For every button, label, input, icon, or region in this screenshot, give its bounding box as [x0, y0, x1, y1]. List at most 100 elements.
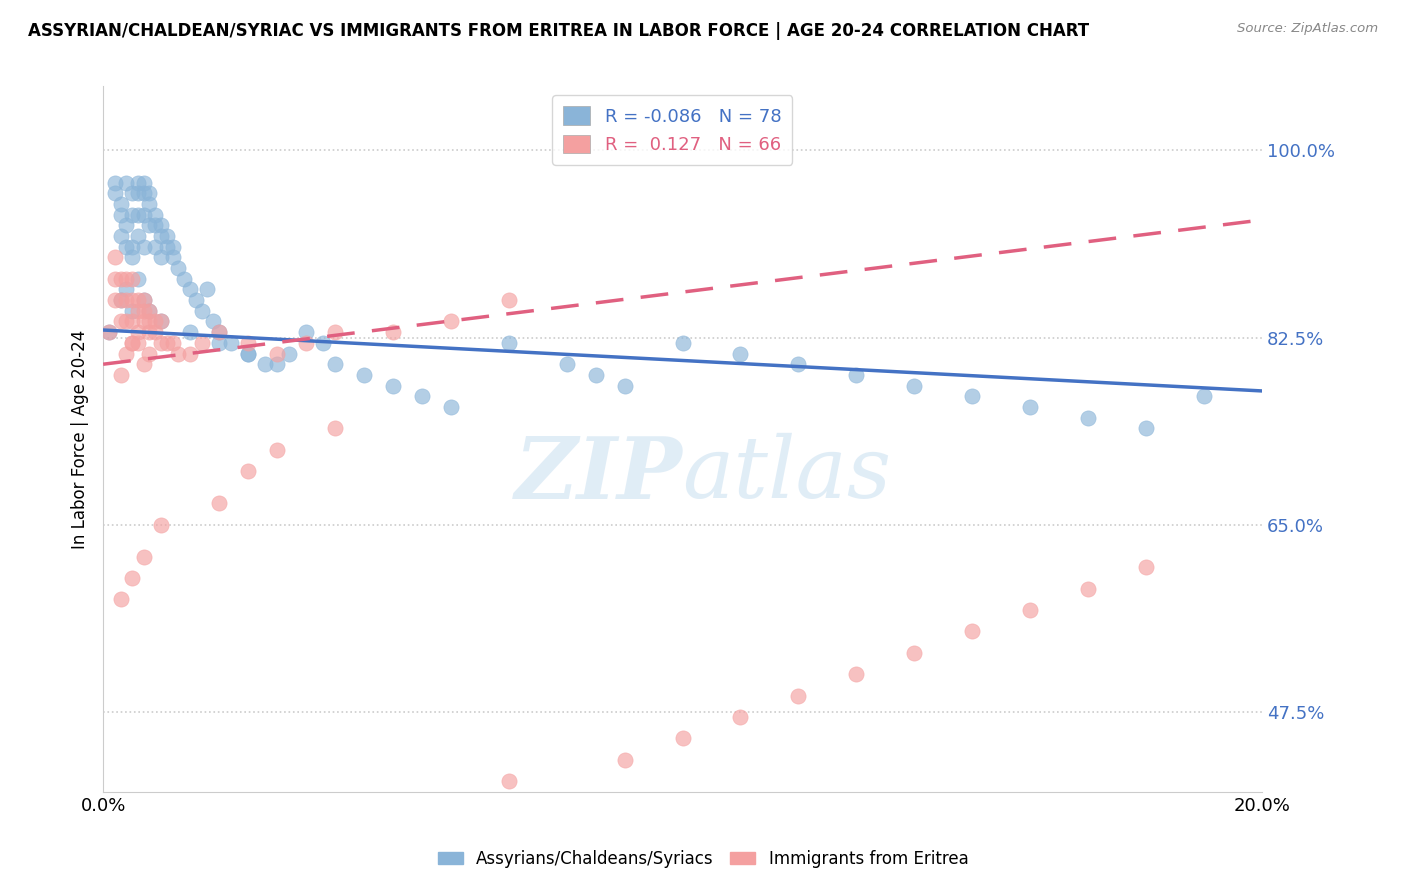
Point — [208, 325, 231, 339]
Text: Source: ZipAtlas.com: Source: ZipAtlas.com — [1237, 22, 1378, 36]
Point — [127, 186, 149, 201]
Point — [104, 186, 127, 201]
Point — [121, 271, 143, 285]
Point — [121, 335, 143, 350]
Point — [498, 293, 520, 307]
Point — [179, 346, 201, 360]
Point — [138, 325, 160, 339]
Point — [110, 293, 132, 307]
Point — [115, 293, 138, 307]
Point — [150, 335, 173, 350]
Point — [127, 325, 149, 339]
Point — [104, 251, 127, 265]
Point — [115, 219, 138, 233]
Point — [138, 303, 160, 318]
Point — [121, 186, 143, 201]
Point — [903, 646, 925, 660]
Point — [115, 176, 138, 190]
Point — [1192, 389, 1215, 403]
Point — [143, 240, 166, 254]
Point — [156, 335, 179, 350]
Point — [104, 271, 127, 285]
Legend: R = -0.086   N = 78, R =  0.127   N = 66: R = -0.086 N = 78, R = 0.127 N = 66 — [553, 95, 793, 165]
Point — [730, 346, 752, 360]
Point — [555, 357, 578, 371]
Point — [132, 357, 155, 371]
Point — [323, 325, 346, 339]
Y-axis label: In Labor Force | Age 20-24: In Labor Force | Age 20-24 — [72, 329, 89, 549]
Point — [312, 335, 335, 350]
Point — [110, 314, 132, 328]
Point — [162, 335, 184, 350]
Point — [323, 421, 346, 435]
Point — [138, 186, 160, 201]
Point — [468, 796, 491, 810]
Point — [498, 774, 520, 789]
Point — [132, 176, 155, 190]
Point — [132, 293, 155, 307]
Point — [960, 624, 983, 639]
Point — [381, 325, 404, 339]
Point — [121, 293, 143, 307]
Point — [121, 240, 143, 254]
Point — [236, 464, 259, 478]
Point — [266, 442, 288, 457]
Point — [1077, 582, 1099, 596]
Point — [266, 357, 288, 371]
Point — [132, 303, 155, 318]
Point — [236, 335, 259, 350]
Point — [179, 282, 201, 296]
Point — [730, 710, 752, 724]
Point — [138, 303, 160, 318]
Point — [138, 197, 160, 211]
Point — [960, 389, 983, 403]
Point — [150, 517, 173, 532]
Point — [110, 197, 132, 211]
Point — [162, 251, 184, 265]
Point — [440, 400, 463, 414]
Point — [104, 176, 127, 190]
Point — [121, 571, 143, 585]
Point — [585, 368, 607, 382]
Point — [381, 378, 404, 392]
Point — [236, 346, 259, 360]
Point — [845, 368, 868, 382]
Point — [156, 229, 179, 244]
Point — [197, 282, 219, 296]
Point — [323, 357, 346, 371]
Point — [1135, 421, 1157, 435]
Point — [440, 314, 463, 328]
Point — [132, 293, 155, 307]
Point — [115, 314, 138, 328]
Text: ASSYRIAN/CHALDEAN/SYRIAC VS IMMIGRANTS FROM ERITREA IN LABOR FORCE | AGE 20-24 C: ASSYRIAN/CHALDEAN/SYRIAC VS IMMIGRANTS F… — [28, 22, 1090, 40]
Legend: Assyrians/Chaldeans/Syriacs, Immigrants from Eritrea: Assyrians/Chaldeans/Syriacs, Immigrants … — [432, 844, 974, 875]
Point — [138, 314, 160, 328]
Point — [121, 303, 143, 318]
Point — [110, 592, 132, 607]
Point — [115, 282, 138, 296]
Point — [127, 303, 149, 318]
Point — [190, 335, 212, 350]
Point — [156, 240, 179, 254]
Point — [184, 293, 207, 307]
Point — [787, 357, 810, 371]
Point — [353, 368, 375, 382]
Point — [132, 186, 155, 201]
Point — [671, 335, 693, 350]
Point — [498, 335, 520, 350]
Text: ZIP: ZIP — [515, 433, 682, 516]
Point — [138, 346, 160, 360]
Point — [110, 208, 132, 222]
Point — [121, 208, 143, 222]
Point — [671, 731, 693, 746]
Point — [150, 251, 173, 265]
Point — [150, 229, 173, 244]
Point — [845, 667, 868, 681]
Point — [277, 346, 299, 360]
Point — [150, 219, 173, 233]
Point — [179, 325, 201, 339]
Point — [219, 335, 242, 350]
Point — [202, 314, 225, 328]
Point — [132, 208, 155, 222]
Point — [110, 229, 132, 244]
